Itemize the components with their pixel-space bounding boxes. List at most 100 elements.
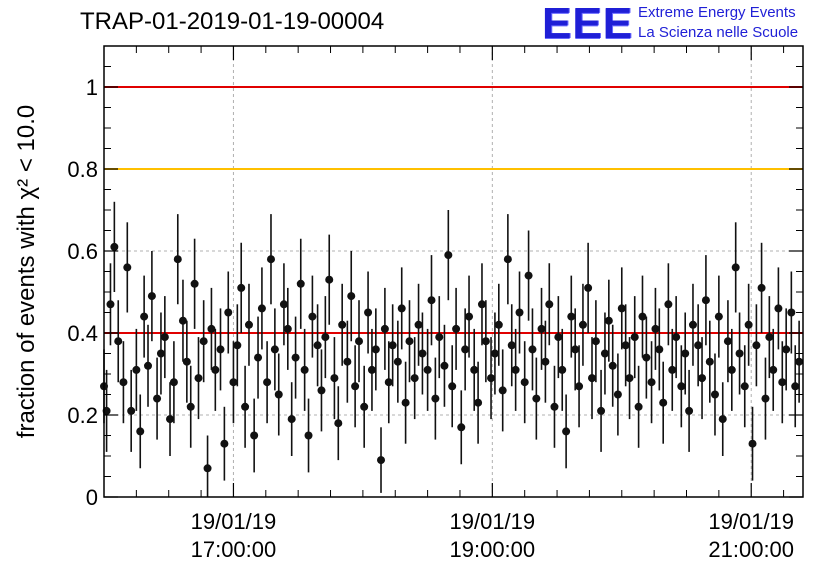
data-point	[787, 308, 796, 317]
data-point	[714, 312, 723, 321]
data-point	[752, 341, 761, 350]
data-point	[173, 255, 182, 264]
data-point	[474, 398, 483, 407]
data-point	[401, 398, 410, 407]
data-point	[694, 341, 703, 350]
data-point	[795, 357, 804, 366]
data-point	[778, 378, 787, 387]
data-point	[688, 320, 697, 329]
data-point	[731, 263, 740, 272]
data-point	[110, 242, 119, 251]
eee-logo: EEE Extreme Energy Events La Scienza nel…	[542, 2, 832, 46]
data-point	[147, 292, 156, 301]
data-point	[287, 415, 296, 424]
data-point	[668, 365, 677, 374]
data-point	[638, 312, 647, 321]
data-point	[575, 382, 584, 391]
data-point	[166, 415, 175, 424]
data-point	[380, 324, 389, 333]
data-point	[119, 378, 128, 387]
data-point	[757, 283, 766, 292]
data-point	[642, 353, 651, 362]
y-tick-label: 0.6	[67, 239, 98, 264]
data-point	[279, 300, 288, 309]
data-point	[397, 304, 406, 313]
x-tick-time: 21:00:00	[708, 537, 794, 562]
data-point	[313, 341, 322, 350]
data-point	[550, 402, 559, 411]
data-point	[283, 324, 292, 333]
data-point	[567, 312, 576, 321]
y-tick-label: 1	[86, 75, 98, 100]
data-point	[487, 374, 496, 383]
data-point	[414, 320, 423, 329]
data-point	[723, 337, 732, 346]
data-point	[452, 324, 461, 333]
data-point	[296, 279, 305, 288]
data-point	[393, 357, 402, 366]
data-point	[748, 439, 757, 448]
data-point	[160, 333, 169, 342]
data-point	[405, 337, 414, 346]
data-point	[507, 341, 516, 350]
data-point	[588, 374, 597, 383]
data-point	[384, 378, 393, 387]
data-point	[608, 361, 617, 370]
data-point	[182, 357, 191, 366]
data-point	[343, 357, 352, 366]
data-point	[355, 337, 364, 346]
data-point	[418, 349, 427, 358]
chart-title: TRAP-01-2019-01-19-00004	[80, 8, 385, 35]
data-point	[477, 300, 486, 309]
data-point	[448, 382, 457, 391]
data-point	[377, 456, 386, 465]
data-point	[621, 341, 630, 350]
data-point	[735, 349, 744, 358]
data-point	[651, 324, 660, 333]
data-point	[613, 390, 622, 399]
data-point	[511, 365, 520, 374]
data-point	[194, 374, 203, 383]
data-point	[169, 378, 178, 387]
data-point	[515, 308, 524, 317]
data-point	[338, 320, 347, 329]
data-point	[461, 345, 470, 354]
y-axis-label: fraction of events with χ² < 10.0	[13, 105, 40, 438]
data-point	[705, 357, 714, 366]
data-point	[537, 324, 546, 333]
data-point	[257, 304, 266, 313]
data-point	[727, 365, 736, 374]
data-point	[545, 300, 554, 309]
data-point	[528, 345, 537, 354]
data-point	[740, 382, 749, 391]
data-point	[423, 365, 432, 374]
data-point	[211, 365, 220, 374]
data-point	[367, 365, 376, 374]
data-point	[558, 365, 567, 374]
data-point	[254, 353, 263, 362]
data-point	[465, 312, 474, 321]
logo-line1: Extreme Energy Events	[638, 4, 796, 21]
data-points	[100, 201, 804, 497]
data-point	[304, 431, 313, 440]
data-point	[199, 337, 208, 346]
data-point	[123, 263, 132, 272]
data-point	[655, 345, 664, 354]
data-point	[237, 283, 246, 292]
data-point	[203, 464, 212, 473]
data-point	[498, 386, 507, 395]
data-point	[229, 378, 238, 387]
data-point	[681, 349, 690, 358]
data-point	[153, 394, 162, 403]
data-point	[330, 374, 339, 383]
data-point	[136, 427, 145, 436]
data-point	[186, 402, 195, 411]
data-point	[791, 382, 800, 391]
data-point	[698, 374, 707, 383]
data-point	[364, 308, 373, 317]
data-point	[554, 333, 563, 342]
data-point	[774, 304, 783, 313]
data-point	[114, 337, 123, 346]
data-point	[347, 292, 356, 301]
